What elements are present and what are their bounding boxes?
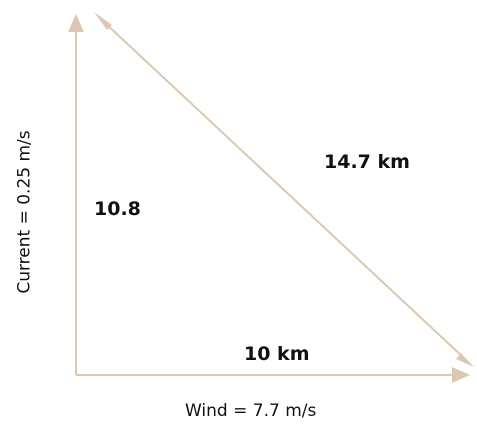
wind-vector-arrowhead (452, 367, 470, 383)
current-vector-arrowhead (68, 14, 84, 32)
horizontal-value-label: 10 km (244, 343, 310, 365)
vertical-value-label: 10.8 (94, 198, 141, 220)
current-label: Current = 0.25 m/s (14, 130, 35, 294)
hypotenuse-label: 14.7 km (324, 151, 410, 173)
resultant-vector-line (103, 21, 465, 359)
resultant-arrowhead-top (94, 12, 112, 30)
wind-label: Wind = 7.7 m/s (185, 401, 317, 421)
resultant-arrowhead-bottom (456, 353, 474, 367)
